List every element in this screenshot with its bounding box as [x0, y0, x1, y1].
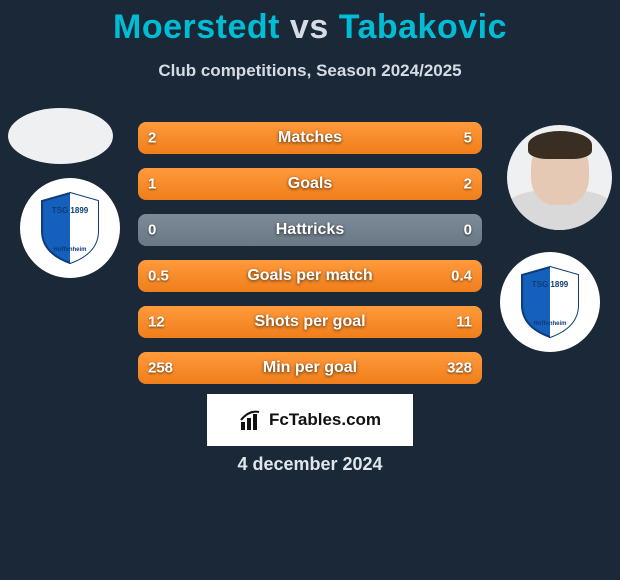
watermark-text: FcTables.com	[269, 410, 381, 430]
player2-club-badge: TSG 1899 Hoffenheim	[500, 252, 600, 352]
stat-row-shots-per-goal: 12 Shots per goal 11	[138, 306, 482, 338]
subtitle: Club competitions, Season 2024/2025	[0, 61, 620, 81]
page-title: Moerstedt vs Tabakovic	[0, 0, 620, 47]
stat-value-right: 0.4	[451, 268, 472, 285]
player2-avatar	[507, 125, 612, 230]
stat-fill-right	[252, 168, 482, 200]
player2-name: Tabakovic	[339, 8, 507, 46]
svg-text:Hoffenheim: Hoffenheim	[54, 247, 87, 253]
stat-value-right: 5	[464, 130, 472, 147]
stat-label: Shots per goal	[254, 313, 365, 331]
stats-container: 2 Matches 5 1 Goals 2 0 Hattricks 0	[138, 122, 482, 398]
svg-text:TSG 1899: TSG 1899	[532, 280, 569, 289]
infographic-content: Moerstedt vs Tabakovic Club competitions…	[0, 0, 620, 580]
svg-text:TSG 1899: TSG 1899	[52, 206, 89, 215]
stat-fill-right	[234, 122, 482, 154]
stat-row-matches: 2 Matches 5	[138, 122, 482, 154]
date-text: 4 december 2024	[0, 454, 620, 475]
svg-text:Hoffenheim: Hoffenheim	[534, 321, 567, 327]
hoffenheim-shield-icon: TSG 1899 Hoffenheim	[36, 191, 104, 265]
stat-row-goals: 1 Goals 2	[138, 168, 482, 200]
stat-value-right: 328	[447, 360, 472, 377]
player1-name: Moerstedt	[113, 8, 280, 46]
stat-row-hattricks: 0 Hattricks 0	[138, 214, 482, 246]
fctables-logo-icon	[239, 408, 263, 432]
stat-row-min-per-goal: 258 Min per goal 328	[138, 352, 482, 384]
hoffenheim-shield-icon: TSG 1899 Hoffenheim	[516, 265, 584, 339]
stat-value-right: 2	[464, 176, 472, 193]
stat-value-left: 0	[148, 222, 156, 239]
stat-value-left: 1	[148, 176, 156, 193]
player1-club-badge: TSG 1899 Hoffenheim	[20, 178, 120, 278]
stat-value-right: 11	[456, 314, 472, 331]
stat-label: Matches	[278, 129, 342, 147]
stat-value-left: 258	[148, 360, 173, 377]
stat-value-left: 0.5	[148, 268, 169, 285]
player1-avatar	[8, 108, 113, 164]
stat-label: Goals	[288, 175, 332, 193]
stat-row-goals-per-match: 0.5 Goals per match 0.4	[138, 260, 482, 292]
watermark: FcTables.com	[207, 394, 413, 446]
stat-value-left: 2	[148, 130, 156, 147]
stat-label: Min per goal	[263, 359, 357, 377]
stat-value-right: 0	[464, 222, 472, 239]
stat-value-left: 12	[148, 314, 165, 331]
stat-label: Hattricks	[276, 221, 344, 239]
avatar-hair	[528, 131, 592, 159]
vs-text: vs	[290, 8, 329, 46]
stat-label: Goals per match	[247, 267, 372, 285]
